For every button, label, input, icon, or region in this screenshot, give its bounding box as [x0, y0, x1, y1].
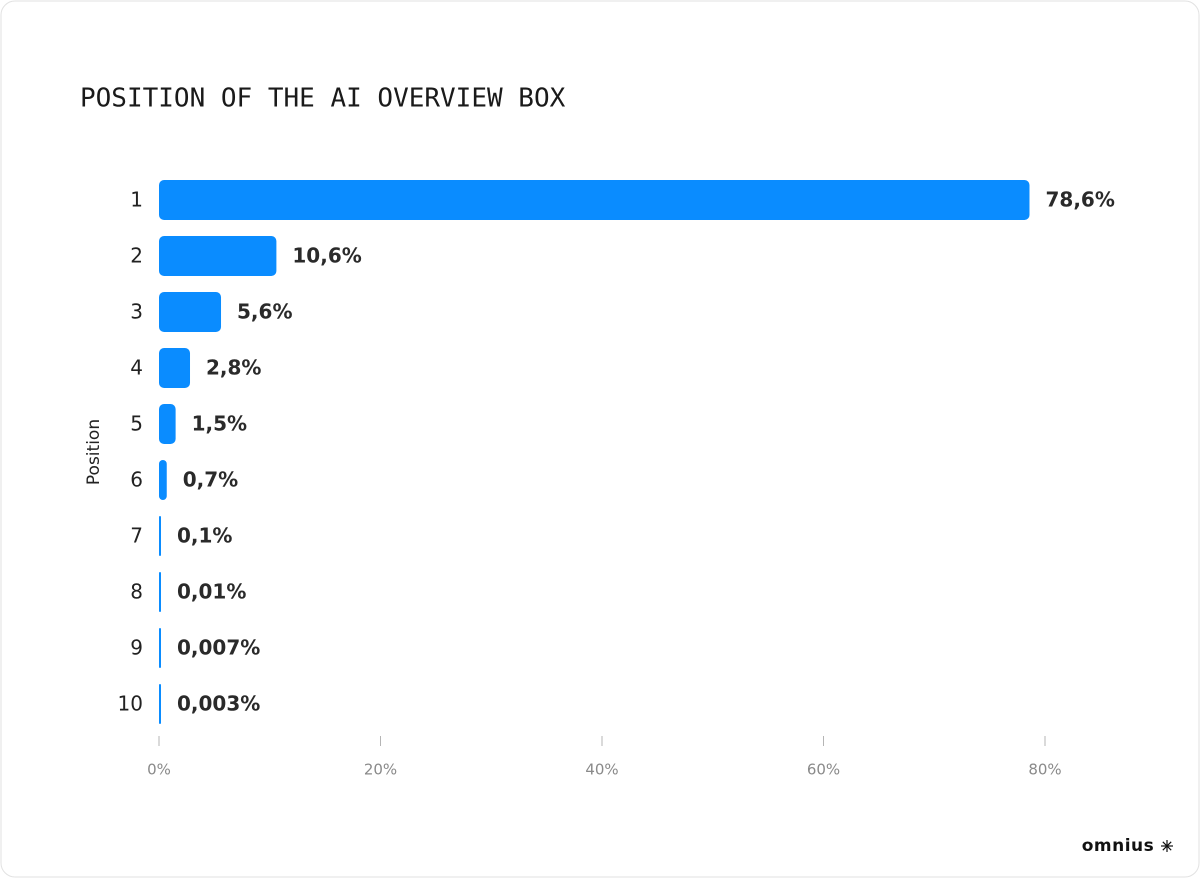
y-tick-label: 9: [130, 636, 143, 660]
bar: [159, 180, 1030, 220]
y-tick-label: 5: [130, 412, 143, 436]
bar: [159, 572, 161, 612]
x-tick-label: 60%: [807, 761, 840, 779]
chart-title: POSITION OF THE AI OVERVIEW BOX: [80, 84, 566, 114]
value-label: 5,6%: [237, 300, 292, 324]
value-label: 2,8%: [206, 356, 261, 380]
bar: [159, 516, 161, 556]
bar: [159, 628, 161, 668]
bar: [159, 348, 191, 388]
brand-icon: [1161, 840, 1173, 852]
y-tick-label: 8: [130, 580, 143, 604]
y-tick-label: 1: [130, 188, 143, 212]
x-tick-label: 0%: [147, 761, 171, 779]
bar: [159, 236, 277, 276]
y-tick-label: 4: [130, 356, 143, 380]
value-label: 0,7%: [183, 468, 238, 492]
y-tick-label: 6: [130, 468, 143, 492]
bar: [159, 292, 222, 332]
y-axis-label: Position: [84, 419, 104, 485]
y-tick-label: 10: [118, 692, 143, 716]
x-tick-label: 40%: [585, 761, 618, 779]
value-label: 10,6%: [292, 244, 361, 268]
y-tick-label: 7: [130, 524, 143, 548]
bar: [159, 460, 167, 500]
y-tick-label: 2: [130, 244, 143, 268]
x-tick-label: 20%: [364, 761, 397, 779]
y-tick-label: 3: [130, 300, 143, 324]
value-label: 0,003%: [177, 692, 260, 716]
value-label: 0,007%: [177, 636, 260, 660]
value-label: 0,01%: [177, 580, 246, 604]
bar: [159, 684, 161, 724]
value-label: 1,5%: [192, 412, 247, 436]
bar: [159, 404, 176, 444]
value-label: 78,6%: [1045, 188, 1114, 212]
brand-logo: omnius: [1082, 836, 1155, 856]
value-label: 0,1%: [177, 524, 232, 548]
x-tick-label: 80%: [1028, 761, 1061, 779]
